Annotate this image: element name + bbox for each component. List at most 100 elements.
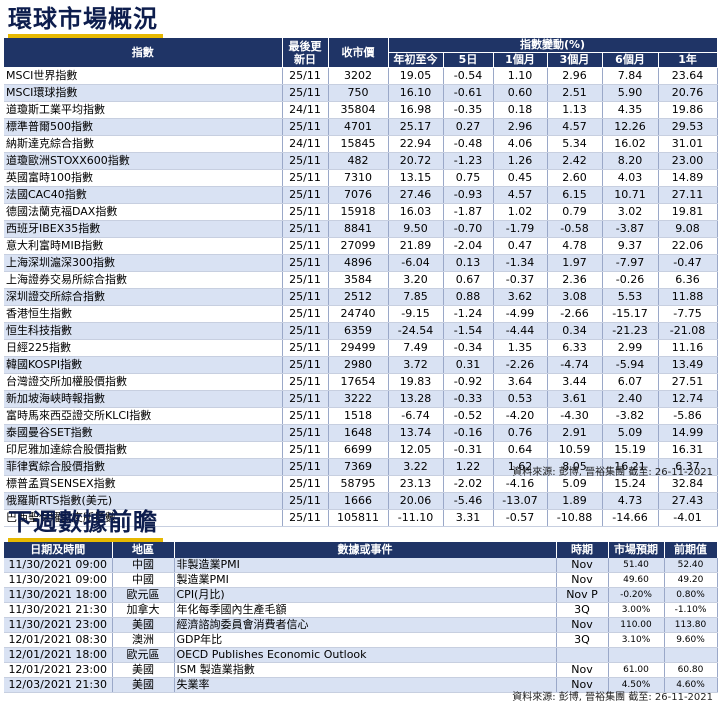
value-cell: 7.84: [602, 67, 659, 85]
index-name-cell: 道瓊斯工業平均指數: [4, 101, 283, 119]
value-cell: 25/11: [282, 203, 329, 221]
value-cell: 25/11: [282, 339, 329, 357]
value-cell: 29499: [328, 339, 389, 357]
value-cell: -4.99: [493, 305, 548, 323]
value-cell: 1.22: [443, 458, 494, 476]
value-cell: 12.26: [602, 118, 659, 136]
value-cell: 0.79: [547, 203, 603, 221]
header-1m: 1個月: [493, 52, 548, 68]
table-row: 12/03/2021 21:30 美國 失業率 Nov 4.50% 4.60%: [4, 677, 718, 693]
table-row: 恒生科技指數 25/11 6359 -24.54 -1.54 -4.44 0.34 -21.2…: [4, 322, 718, 340]
value-cell: 15845: [328, 135, 389, 153]
table-row: 台灣證交所加權股價指數 25/11 17654 19.83 -0.92 3.64 3.44 6…: [4, 373, 718, 391]
table-row: 巴西聖保羅證交所指數 25/11 105811 -11.10 3.31 -0.57 -10.…: [4, 509, 718, 527]
index-name-cell: 德國法蘭克福DAX指數: [4, 203, 283, 221]
value-cell: 482: [328, 152, 389, 170]
table-row: 西班牙IBEX35指數 25/11 8841 9.50 -0.70 -1.79 -0.58-…: [4, 220, 718, 238]
value-cell: 9.50: [388, 220, 444, 238]
index-name-cell: 標準普爾500指數: [4, 118, 283, 136]
week-ahead-title: 下週數據前瞻: [8, 508, 158, 536]
value-cell: 13.28: [388, 390, 444, 408]
value-cell: -15.17: [602, 305, 659, 323]
value-cell: 3.08: [547, 288, 603, 306]
event-cell: 失業率: [174, 677, 557, 693]
index-name-cell: 標普孟買SENSEX指數: [4, 475, 283, 493]
value-cell: -0.61: [443, 84, 494, 102]
forecast-cell: 61.00: [608, 662, 665, 678]
value-cell: 27.43: [658, 492, 718, 510]
header-3m: 3個月: [547, 52, 603, 68]
value-cell: 2.60: [547, 169, 603, 187]
value-cell: -4.16: [493, 475, 548, 493]
previous-cell: [664, 647, 718, 663]
value-cell: -9.15: [388, 305, 444, 323]
previous-cell: 60.80: [664, 662, 718, 678]
value-cell: 29.53: [658, 118, 718, 136]
value-cell: 6.33: [547, 339, 603, 357]
value-cell: 2.42: [547, 152, 603, 170]
value-cell: 0.60: [493, 84, 548, 102]
value-cell: -0.54: [443, 67, 494, 85]
value-cell: -0.33: [443, 390, 494, 408]
value-cell: -0.37: [493, 271, 548, 289]
table-row: 德國法蘭克福DAX指數 25/11 15918 16.03 -1.87 1.02 0.79 3…: [4, 203, 718, 221]
table-row: 富時馬來西亞證交所KLCI指數 25/11 1518 -6.74 -0.52 -4.20-…: [4, 407, 718, 425]
value-cell: 0.88: [443, 288, 494, 306]
table-row: MSCI世界指數 25/11 3202 19.05 -0.54 1.10 2.96 7.84 2…: [4, 67, 718, 85]
value-cell: 3.72: [388, 356, 444, 374]
value-cell: 25/11: [282, 475, 329, 493]
value-cell: -0.47: [658, 254, 718, 272]
value-cell: -0.48: [443, 135, 494, 153]
value-cell: 1.35: [493, 339, 548, 357]
value-cell: 4.35: [602, 101, 659, 119]
value-cell: -4.44: [493, 322, 548, 340]
value-cell: -7.97: [602, 254, 659, 272]
value-cell: 1518: [328, 407, 389, 425]
table-row: 新加坡海峽時報指數 25/11 3222 13.28 -0.33 0.53 3.61 2.40…: [4, 390, 718, 408]
header-5d: 5日: [443, 52, 494, 68]
value-cell: 2.96: [493, 118, 548, 136]
header-index: 指數: [4, 38, 283, 68]
index-name-cell: 意大利富時MIB指數: [4, 237, 283, 255]
value-cell: 19.86: [658, 101, 718, 119]
value-cell: 6.07: [602, 373, 659, 391]
value-cell: 27.46: [388, 186, 444, 204]
value-cell: 23.64: [658, 67, 718, 85]
value-cell: -1.34: [493, 254, 548, 272]
period-cell: Nov: [556, 558, 609, 573]
index-name-cell: 韓國KOSPI指數: [4, 356, 283, 374]
index-name-cell: 深圳證交所綜合指數: [4, 288, 283, 306]
value-cell: 25/11: [282, 271, 329, 289]
header-event: 數據或事件: [174, 542, 557, 558]
forecast-cell: 49.60: [608, 572, 665, 588]
value-cell: 1.13: [547, 101, 603, 119]
datetime-cell: 11/30/2021 18:00: [4, 587, 113, 603]
value-cell: 27099: [328, 237, 389, 255]
value-cell: 25/11: [282, 237, 329, 255]
event-cell: 年化每季國內生產毛額: [174, 602, 557, 618]
event-cell: CPI(月比): [174, 587, 557, 603]
value-cell: 10.71: [602, 186, 659, 204]
index-name-cell: 日經225指數: [4, 339, 283, 357]
value-cell: 35804: [328, 101, 389, 119]
value-cell: 7369: [328, 458, 389, 476]
value-cell: 3.31: [443, 509, 494, 527]
previous-cell: 9.60%: [664, 632, 718, 648]
region-cell: 中國: [112, 572, 175, 588]
value-cell: 9.37: [602, 237, 659, 255]
index-name-cell: 富時馬來西亞證交所KLCI指數: [4, 407, 283, 425]
value-cell: -24.54: [388, 322, 444, 340]
value-cell: -0.34: [443, 339, 494, 357]
value-cell: 5.53: [602, 288, 659, 306]
value-cell: 19.83: [388, 373, 444, 391]
value-cell: -0.70: [443, 220, 494, 238]
table-row: 英國富時100指數 25/11 7310 13.15 0.75 0.45 2.60 4.03 1…: [4, 169, 718, 187]
previous-cell: 52.40: [664, 558, 718, 573]
table-row: 道瓊歐洲STOXX600指數 25/11 482 20.72 -1.23 1.26 2.42…: [4, 152, 718, 170]
value-cell: 1.62: [493, 458, 548, 476]
period-cell: 3Q: [556, 602, 609, 618]
value-cell: -3.87: [602, 220, 659, 238]
table-row: 菲律賓綜合股價指數 25/11 7369 3.22 1.22 1.62 8.05 16.21 6…: [4, 458, 718, 476]
value-cell: 21.89: [388, 237, 444, 255]
table-row: 標準普爾500指數 25/11 4701 25.17 0.27 2.96 4.57 12.26…: [4, 118, 718, 136]
